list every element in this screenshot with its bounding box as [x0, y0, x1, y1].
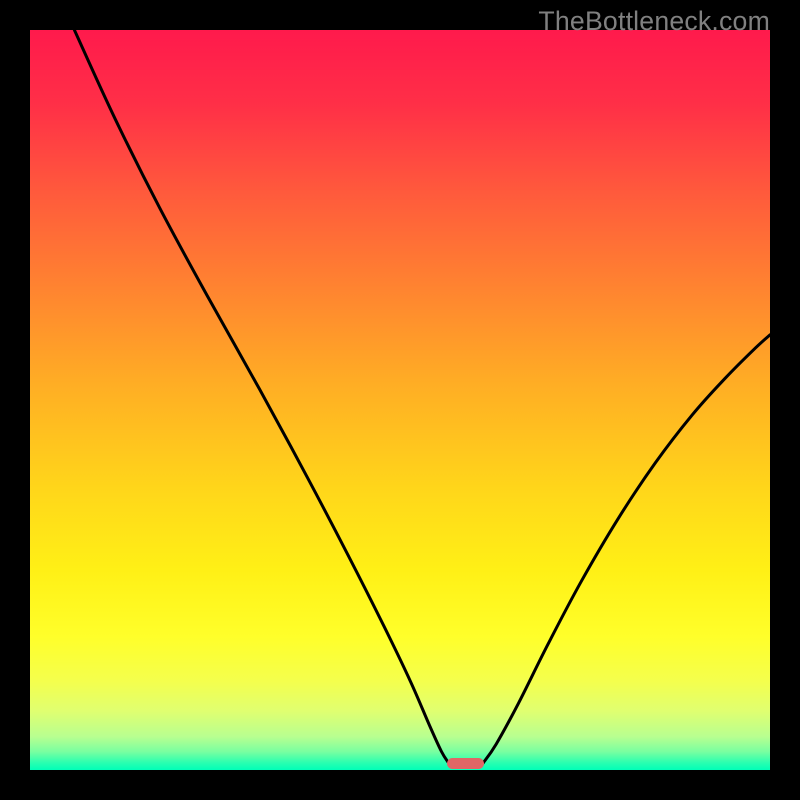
- plot-area: [30, 30, 770, 770]
- valley-marker: [447, 758, 484, 768]
- watermark-text: TheBottleneck.com: [538, 6, 770, 37]
- background-gradient: [30, 30, 770, 770]
- chart-root: TheBottleneck.com: [0, 0, 800, 800]
